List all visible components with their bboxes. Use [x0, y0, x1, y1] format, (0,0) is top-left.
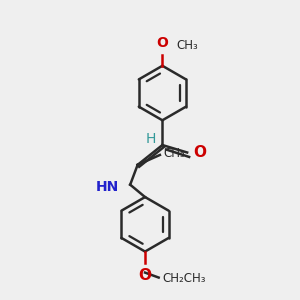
Text: CH₂CH₃: CH₂CH₃	[162, 272, 206, 285]
Text: O: O	[139, 268, 152, 283]
Text: O: O	[156, 36, 168, 50]
Text: CH₃: CH₃	[164, 147, 185, 160]
Text: CH₃: CH₃	[176, 40, 198, 52]
Text: H: H	[146, 132, 156, 146]
Text: HN: HN	[96, 180, 119, 194]
Text: O: O	[193, 145, 206, 160]
